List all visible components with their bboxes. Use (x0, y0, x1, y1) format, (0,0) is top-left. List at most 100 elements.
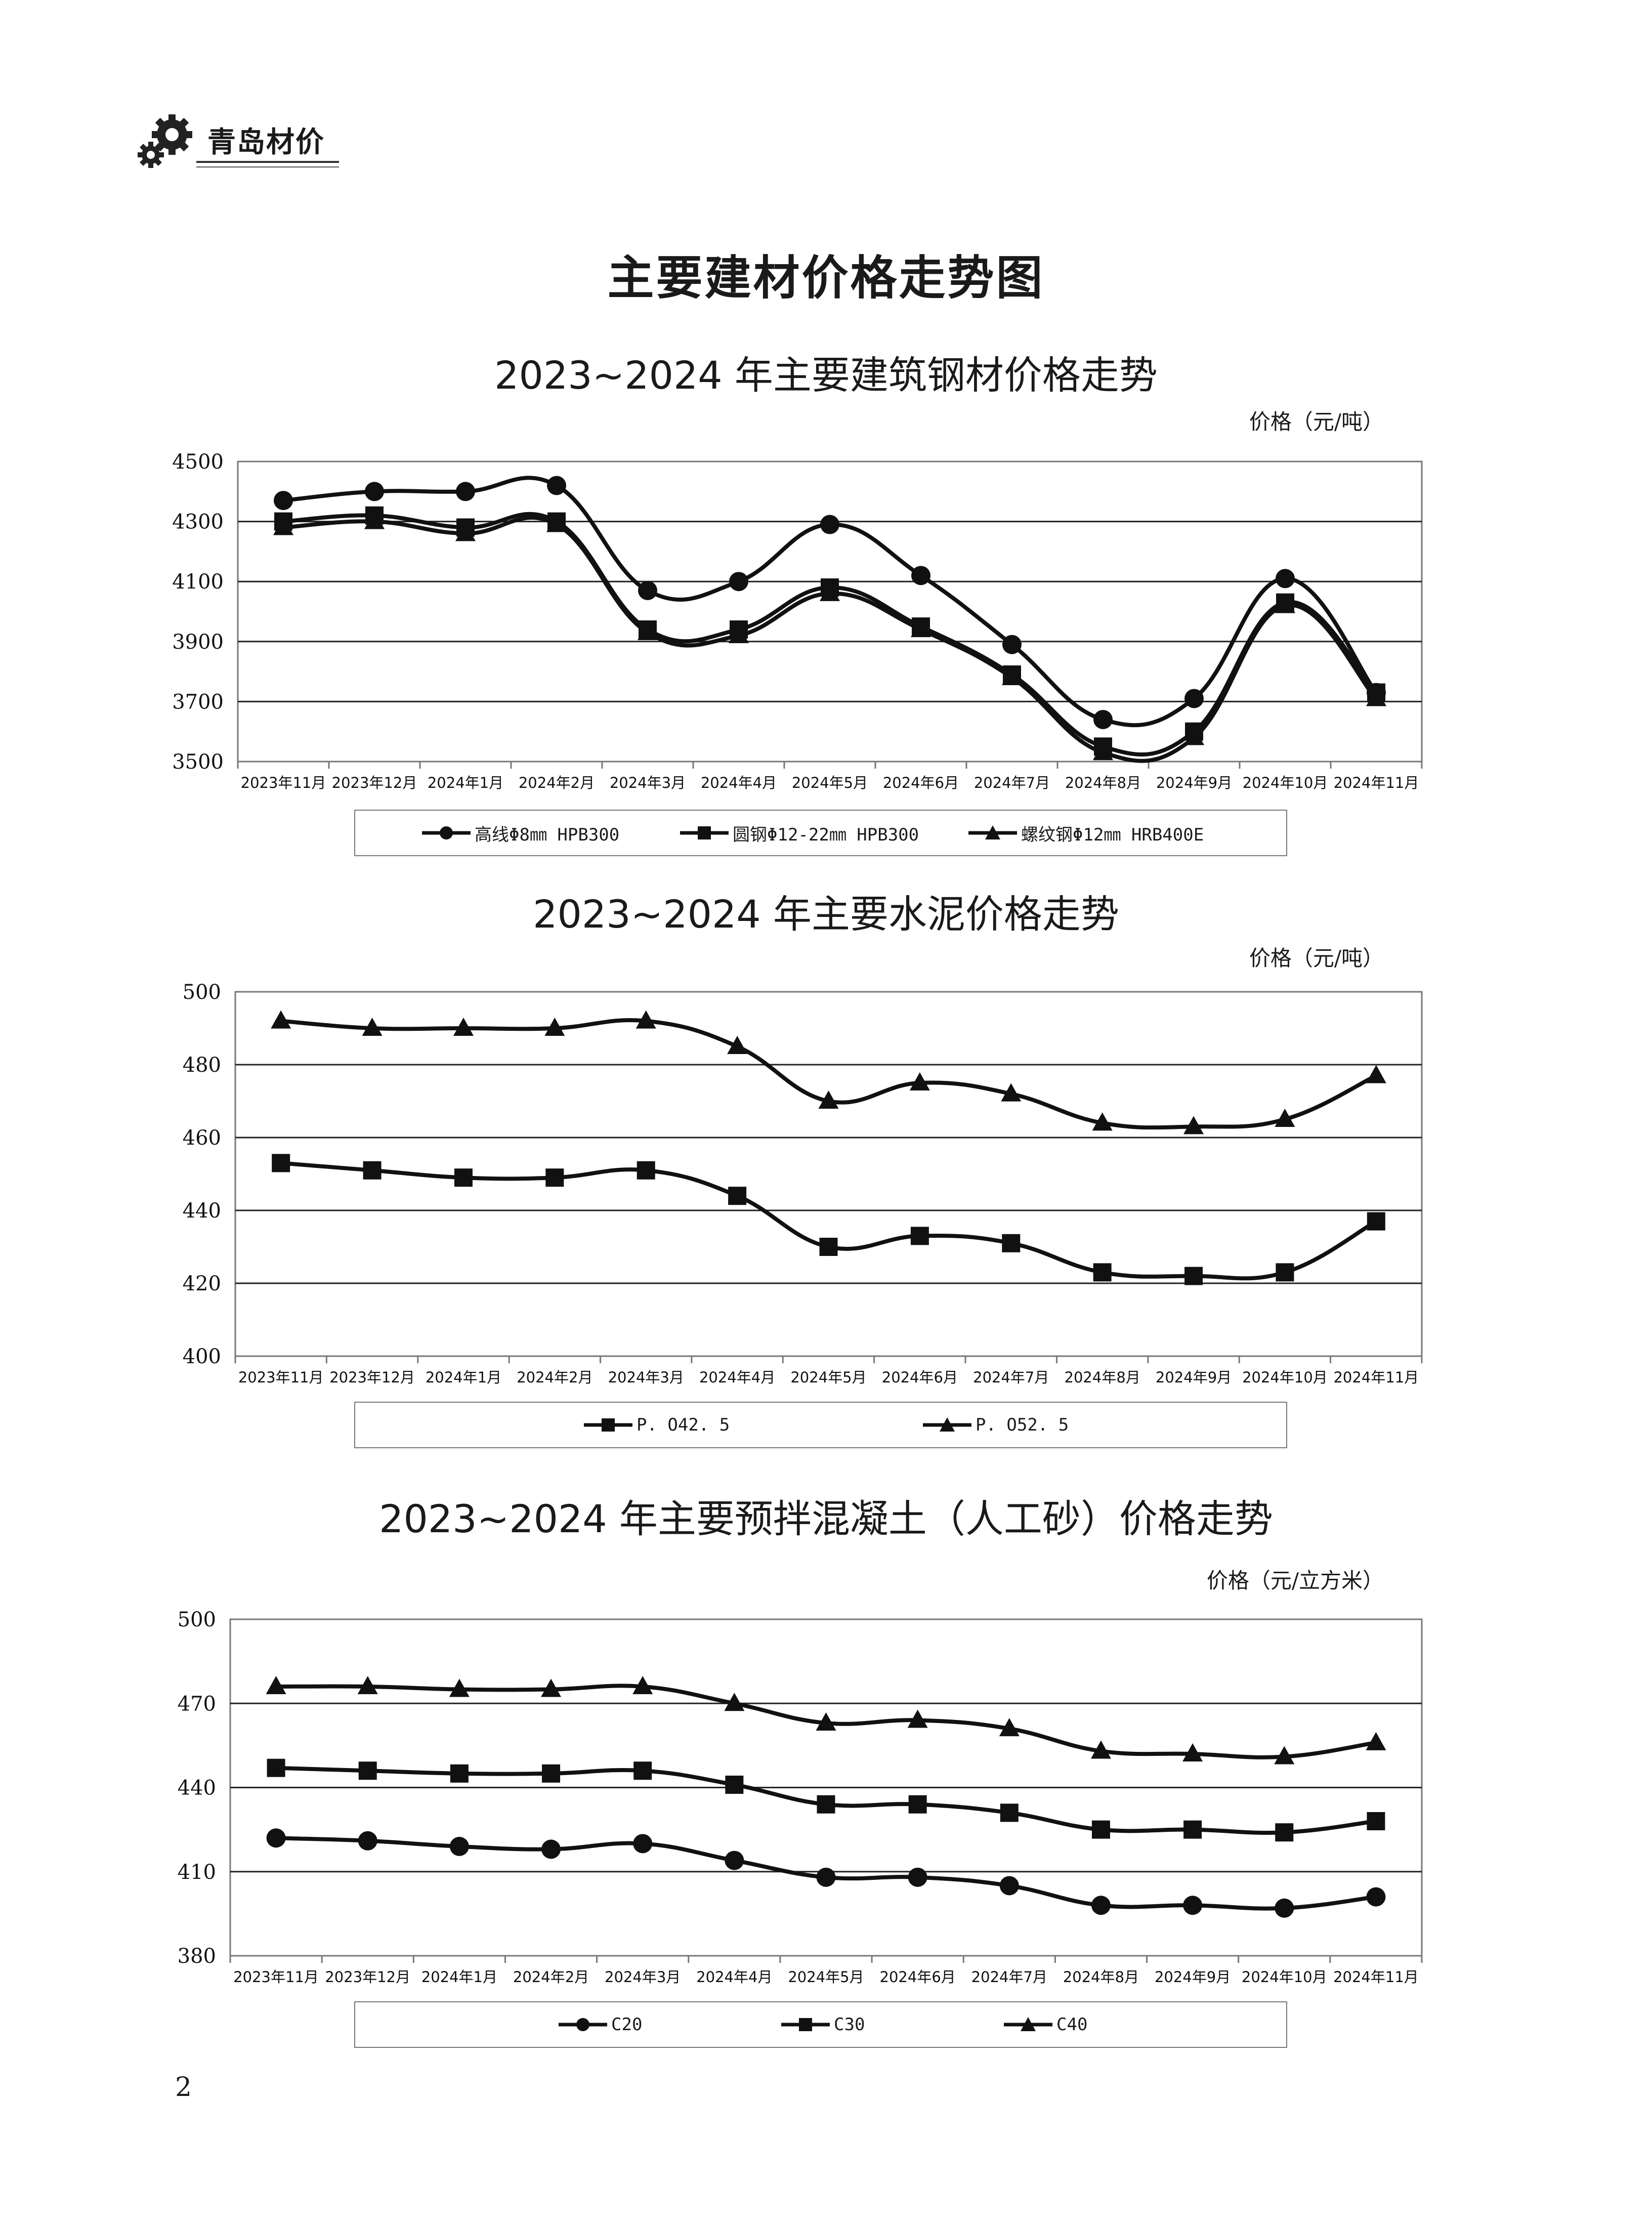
data-point (1002, 666, 1022, 685)
data-point (908, 1867, 927, 1887)
legend-label: 圆钢Φ12-22㎜ HPB300 (733, 824, 919, 845)
legend-item: C30 (780, 2002, 865, 2047)
data-point (1275, 1109, 1295, 1127)
data-point (818, 1090, 839, 1109)
page-header: 青岛材价 (137, 110, 349, 171)
y-tick-label: 480 (183, 1054, 221, 1077)
unit-label: 价格（元/吨） (1249, 409, 1384, 434)
x-tick-label: 2024年4月 (701, 774, 777, 791)
data-point (1093, 709, 1113, 729)
data-point (1184, 1267, 1203, 1285)
data-point (910, 1227, 929, 1245)
y-tick-label: 3700 (172, 690, 224, 713)
data-point (638, 580, 657, 600)
data-point (1367, 1812, 1385, 1830)
data-point (1182, 1743, 1203, 1761)
data-point (1184, 689, 1204, 708)
legend-swatch (422, 826, 471, 839)
data-point (1002, 635, 1022, 654)
page-number: 2 (175, 2072, 192, 2103)
legend-item: P. O52. 5 (922, 1403, 1069, 1447)
series-line (283, 516, 1378, 763)
data-point (545, 1168, 564, 1187)
data-point (727, 1036, 748, 1054)
data-point (725, 1851, 744, 1870)
y-tick-label: 4500 (172, 450, 224, 474)
x-tick-label: 2024年8月 (1065, 774, 1141, 791)
data-point (455, 523, 476, 541)
y-tick-label: 4100 (172, 570, 224, 594)
legend-swatch (559, 2018, 607, 2031)
data-point (1092, 1112, 1113, 1131)
x-tick-label: 2024年11月 (1333, 1369, 1419, 1386)
data-point (633, 1834, 653, 1854)
unit-label: 价格（元/立方米） (1206, 1568, 1384, 1593)
data-point (728, 1187, 747, 1205)
header-rule (196, 161, 339, 163)
data-point (273, 517, 293, 535)
x-tick-label: 2024年4月 (699, 1369, 775, 1386)
data-point (1366, 1065, 1386, 1083)
x-tick-label: 2024年9月 (1156, 1369, 1232, 1386)
data-point (547, 476, 566, 495)
data-point (637, 1161, 655, 1180)
data-point (1366, 1732, 1386, 1750)
data-point (1275, 595, 1295, 613)
data-point (362, 1018, 383, 1036)
data-point (729, 572, 748, 592)
data-point (908, 1795, 927, 1814)
legend-label: C40 (1056, 2014, 1088, 2035)
x-tick-label: 2024年7月 (971, 1968, 1047, 1986)
legend-label: P. O52. 5 (976, 1415, 1069, 1435)
data-point (820, 582, 840, 601)
y-tick-label: 420 (183, 1272, 221, 1295)
legend-swatch (968, 825, 1017, 839)
legend-item: C40 (1003, 2002, 1087, 2047)
data-point (724, 1693, 745, 1711)
x-tick-label: 2023年12月 (325, 1968, 410, 1986)
data-point (450, 1764, 469, 1783)
x-tick-label: 2023年12月 (332, 774, 417, 791)
y-tick-label: 400 (183, 1345, 221, 1368)
data-point (1183, 1820, 1202, 1839)
data-point (1366, 688, 1386, 706)
unit-label: 价格（元/吨） (1249, 946, 1384, 971)
series-line (283, 512, 1378, 757)
legend-swatch (923, 1417, 971, 1432)
y-tick-label: 440 (183, 1199, 221, 1223)
y-tick-label: 3500 (172, 750, 224, 774)
x-tick-label: 2024年3月 (608, 1369, 684, 1386)
y-tick-label: 460 (183, 1126, 221, 1150)
legend-item: P. O42. 5 (583, 1403, 730, 1447)
data-point (266, 1828, 286, 1848)
data-point (1275, 1898, 1294, 1918)
x-tick-label: 2024年2月 (513, 1968, 589, 1986)
x-tick-label: 2024年3月 (605, 1968, 681, 1986)
x-tick-label: 2024年1月 (421, 1968, 497, 1986)
data-point (454, 1168, 473, 1187)
data-point (632, 1676, 653, 1694)
legend-label: C20 (611, 2014, 643, 2035)
y-tick-label: 500 (178, 1608, 216, 1631)
data-point (819, 1238, 838, 1256)
data-point (449, 1836, 469, 1856)
data-point (1183, 1116, 1204, 1135)
data-point (911, 566, 930, 585)
legend-label: P. O42. 5 (637, 1415, 730, 1435)
x-tick-label: 2024年4月 (696, 1968, 772, 1986)
data-point (358, 1761, 377, 1780)
x-tick-label: 2024年7月 (973, 1369, 1049, 1386)
data-point (1091, 1820, 1110, 1839)
x-tick-label: 2024年2月 (519, 774, 595, 791)
x-tick-label: 2024年11月 (1333, 1968, 1419, 1986)
y-tick-label: 470 (178, 1692, 216, 1715)
data-point (1093, 1263, 1112, 1282)
legend-item: C20 (558, 2002, 642, 2047)
legend-swatch (781, 2018, 830, 2031)
data-point (1276, 1263, 1294, 1282)
data-point (544, 1018, 565, 1036)
x-tick-label: 2024年11月 (1334, 774, 1419, 791)
data-point (725, 1775, 744, 1794)
chart-title: 2023~2024 年主要水泥价格走势 (533, 892, 1119, 937)
